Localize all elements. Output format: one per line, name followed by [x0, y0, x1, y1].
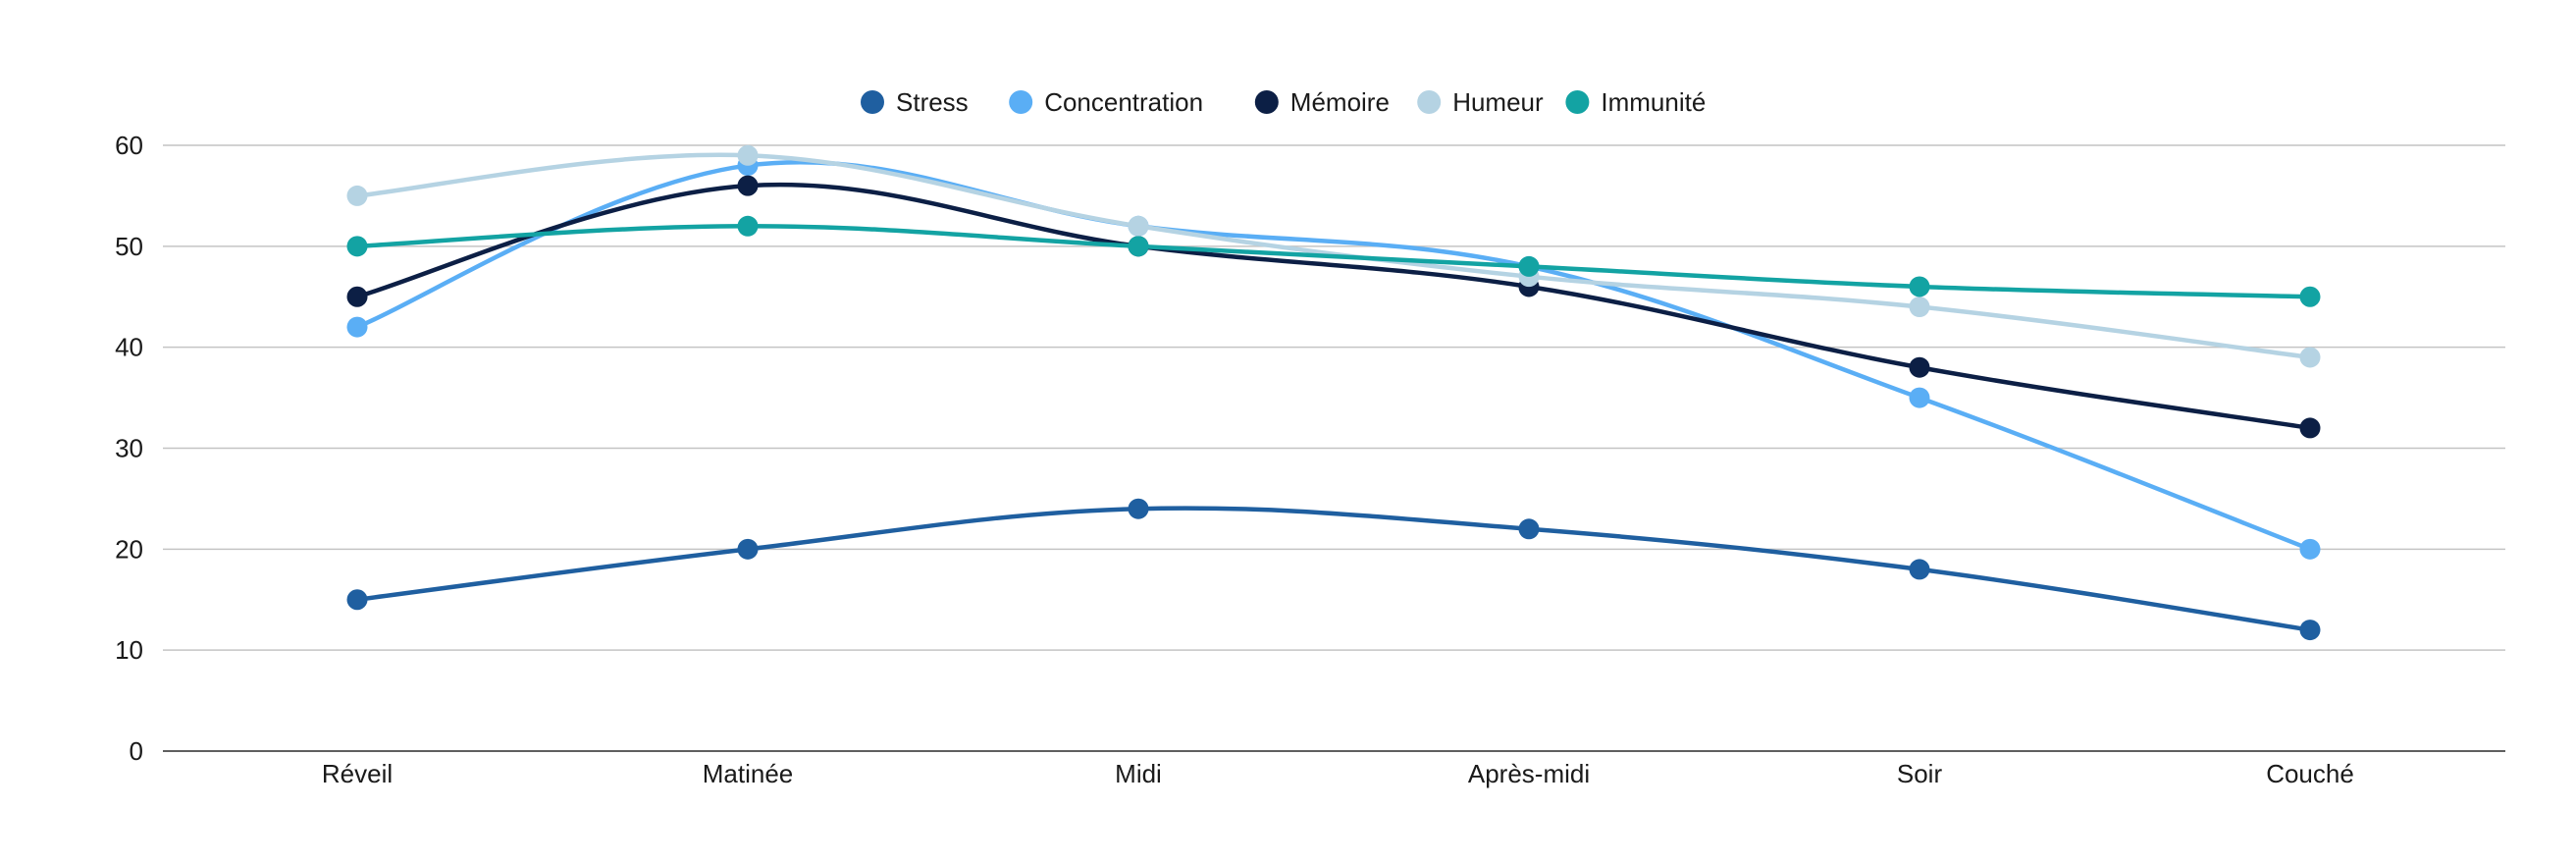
data-point[interactable] [1909, 276, 1930, 297]
data-point[interactable] [346, 286, 368, 307]
data-point[interactable] [346, 185, 368, 206]
axes: 0 10 20 30 40 50 60 Réveil Matinée Midi Après-midi… [115, 131, 2505, 788]
series-line-memoire [354, 182, 2313, 431]
data-point[interactable] [737, 215, 759, 237]
y-tick-label: 30 [115, 434, 143, 463]
x-tick-label: Matinée [703, 759, 794, 788]
legend-marker [1009, 90, 1033, 114]
data-point[interactable] [1909, 387, 1930, 408]
data-point[interactable] [346, 316, 368, 338]
data-point[interactable] [346, 589, 368, 611]
y-tick-label: 0 [130, 736, 143, 766]
legend-item-memoire[interactable]: Mémoire [1254, 87, 1390, 117]
legend-label: Concentration [1044, 87, 1203, 117]
series-line-concentration [354, 159, 2313, 552]
gridlines [163, 144, 2505, 651]
y-tick-label: 60 [115, 131, 143, 160]
series-line-humeur [354, 152, 2313, 360]
y-tick-label: 20 [115, 534, 143, 564]
legend-item-stress[interactable]: Stress [861, 87, 969, 117]
x-tick-label: Après-midi [1468, 759, 1590, 788]
data-point[interactable] [737, 538, 759, 560]
legend-label: Humeur [1452, 87, 1544, 117]
y-tick-label: 40 [115, 333, 143, 362]
data-point[interactable] [1128, 236, 1149, 257]
legend-marker [1565, 90, 1590, 114]
series-immunite [346, 215, 2321, 307]
series-line-stress [354, 506, 2313, 632]
data-point[interactable] [2299, 286, 2321, 307]
x-tick-label: Réveil [322, 759, 393, 788]
x-tick-label: Couché [2266, 759, 2354, 788]
data-point[interactable] [1909, 356, 1930, 378]
y-tick-label: 10 [115, 635, 143, 665]
data-point[interactable] [1909, 297, 1930, 318]
data-point[interactable] [1128, 215, 1149, 237]
legend-label: Immunité [1601, 87, 1706, 117]
legend-item-concentration[interactable]: Concentration [1009, 87, 1203, 117]
data-point[interactable] [737, 175, 759, 196]
data-point[interactable] [1518, 518, 1540, 540]
data-point[interactable] [2299, 417, 2321, 439]
data-point[interactable] [737, 144, 759, 166]
series-line-immunite [354, 224, 2313, 299]
data-point[interactable] [346, 236, 368, 257]
series [346, 144, 2321, 641]
data-point[interactable] [1128, 498, 1149, 519]
series-memoire [346, 175, 2321, 439]
data-point[interactable] [2299, 347, 2321, 368]
legend-label: Stress [896, 87, 969, 117]
legend-item-humeur[interactable]: Humeur [1417, 87, 1544, 117]
series-concentration [346, 155, 2321, 560]
data-point[interactable] [2299, 538, 2321, 560]
x-tick-label: Midi [1115, 759, 1162, 788]
x-tick-label: Soir [1897, 759, 1943, 788]
y-tick-label: 50 [115, 232, 143, 261]
data-point[interactable] [1518, 255, 1540, 277]
data-point[interactable] [2299, 620, 2321, 641]
data-point[interactable] [1909, 559, 1930, 580]
legend-marker [1417, 90, 1442, 114]
legend-marker [861, 90, 884, 114]
series-stress [346, 498, 2321, 641]
legend: Stress Concentration Mémoire Humeur Immunité [861, 87, 1706, 117]
legend-marker [1254, 90, 1279, 114]
legend-item-immunite[interactable]: Immunité [1565, 87, 1706, 117]
legend-label: Mémoire [1290, 87, 1390, 117]
